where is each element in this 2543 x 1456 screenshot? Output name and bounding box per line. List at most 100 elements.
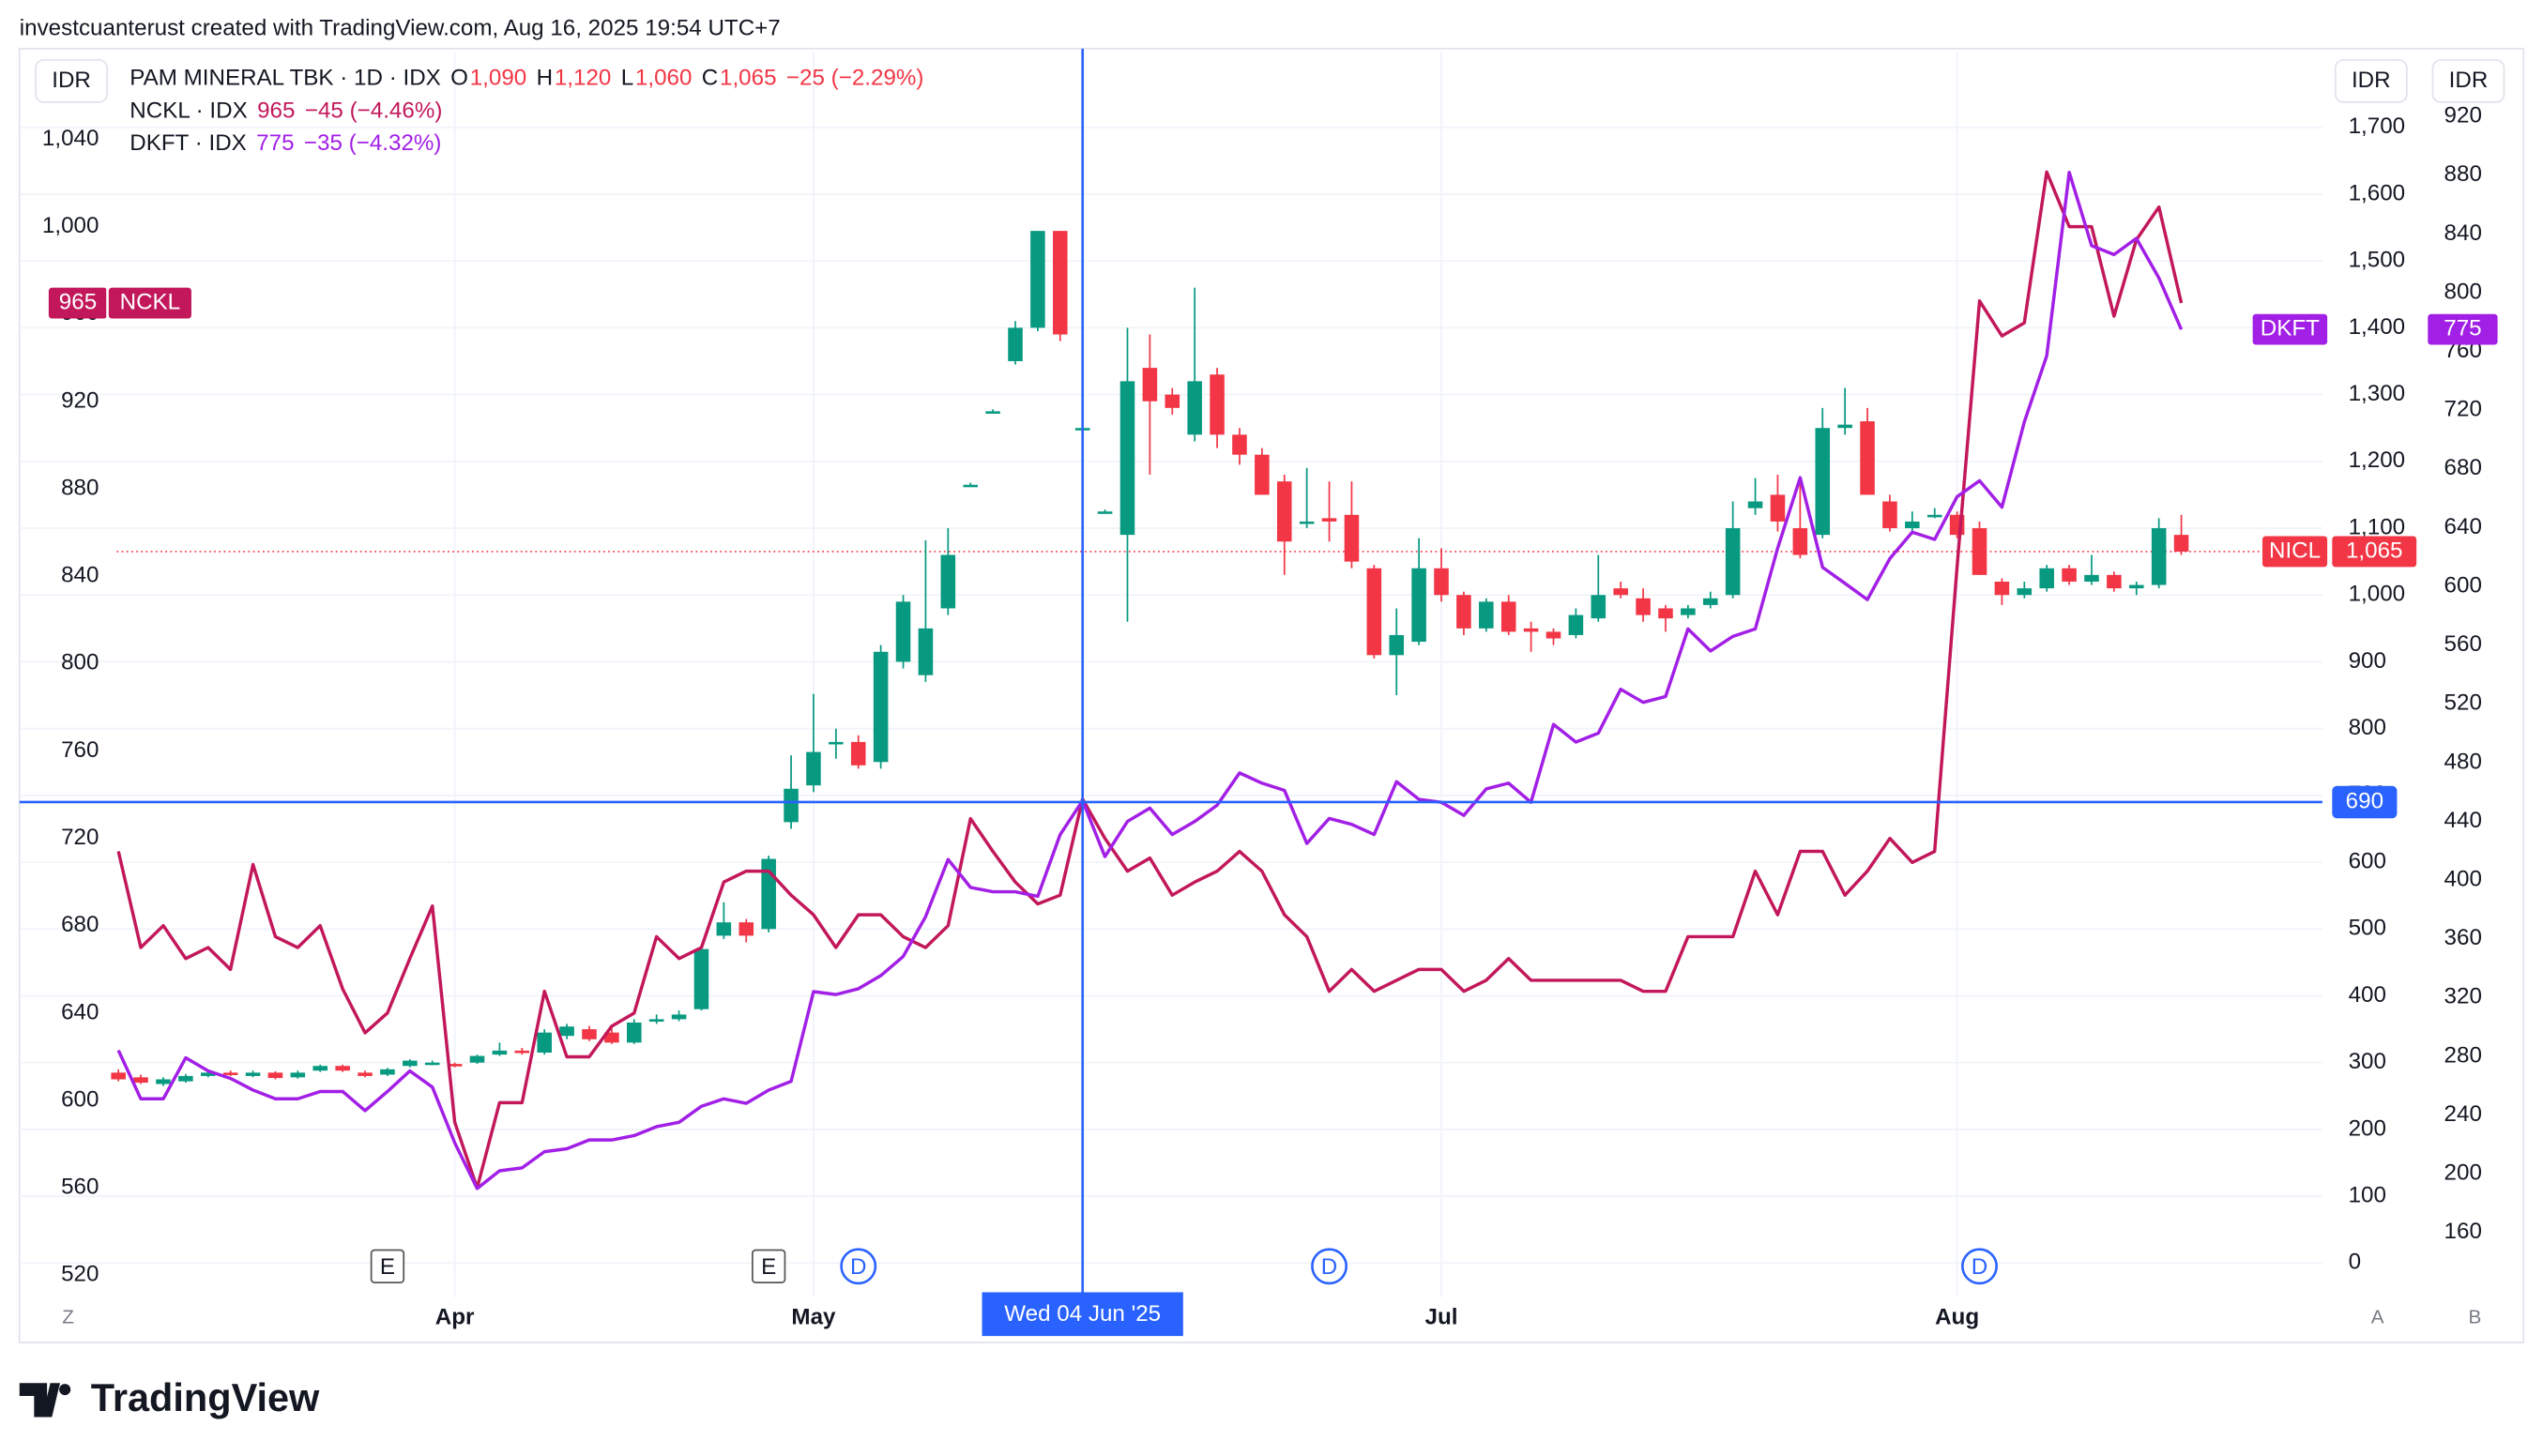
candle-body (963, 484, 978, 488)
legend-item: PAM MINERAL TBK · 1D · IDX (129, 66, 441, 91)
candle-body (1972, 528, 1987, 575)
candle-body (1792, 528, 1808, 555)
candle-body (178, 1075, 193, 1082)
y-tick-label: 1,000 (2349, 582, 2406, 607)
candle-body (1299, 521, 1315, 524)
candle-body (424, 1062, 440, 1066)
candle-body (1053, 231, 1068, 335)
last-price-tag: 775 (2444, 316, 2481, 341)
legend-item: 1,090 (470, 66, 527, 91)
candle-body (1658, 608, 1673, 619)
y2-tick-label: 720 (61, 825, 99, 850)
y-tick-label: 300 (2349, 1049, 2386, 1074)
candle-body (604, 1032, 619, 1043)
candle-body (850, 741, 866, 766)
scale-button[interactable]: A (2371, 1307, 2384, 1328)
legend-item: −25 (−2.29%) (786, 66, 924, 91)
event-marker[interactable] (840, 1248, 877, 1285)
series-tag: NCKL (120, 289, 181, 314)
legend-item: −35 (−4.32%) (304, 130, 442, 156)
candle-body (335, 1066, 350, 1071)
candle-body (873, 651, 889, 763)
y-tick-label: 1,100 (2349, 514, 2406, 539)
y-tick-label: 500 (2349, 916, 2386, 941)
y2-tick-label: 920 (61, 387, 99, 413)
candle-body (1681, 608, 1696, 615)
series-tag: NICL (2269, 538, 2321, 563)
candle-body (1479, 601, 1494, 629)
scale-button[interactable]: B (2468, 1307, 2481, 1328)
event-marker[interactable] (1311, 1248, 1348, 1285)
candle-body (222, 1072, 238, 1075)
candle-body (1255, 454, 1270, 495)
candle-body (1860, 421, 1875, 495)
y3-tick-label: 160 (2444, 1219, 2482, 1244)
y2-tick-label: 1,040 (42, 126, 99, 151)
y-tick-label: 1,500 (2349, 248, 2406, 273)
y3-tick-label: 320 (2444, 984, 2482, 1009)
candle-body (1276, 481, 1292, 542)
series-tag-box (2252, 313, 2328, 345)
candle-body (716, 922, 732, 936)
legend-line: DKFT · IDX 775 −35 (−4.32%) (129, 130, 441, 156)
candle-body (492, 1050, 508, 1055)
legend-item: 1,065 (720, 66, 777, 91)
unit-box (2431, 59, 2505, 103)
y3-tick-label: 600 (2444, 572, 2482, 598)
candle-body (918, 628, 934, 675)
candle-body (1613, 588, 1628, 596)
crosshair-price-label: 690 (2346, 788, 2383, 813)
candle-body (1456, 595, 1471, 629)
y3-tick-label: 520 (2444, 690, 2482, 716)
legend-item: NCKL · IDX (129, 99, 247, 124)
y3-tick-label: 480 (2444, 749, 2482, 774)
legend-line: PAM MINERAL TBK · 1D · IDX O 1,090 H 1,120 L 1… (129, 66, 923, 91)
legend-item: −45 (−4.46%) (305, 99, 443, 124)
event-label[interactable]: E (761, 1254, 776, 1280)
candle-body (1411, 568, 1426, 643)
event-label[interactable]: D (1321, 1254, 1337, 1280)
candle-body (739, 922, 754, 936)
y2-tick-label: 840 (61, 563, 99, 588)
candle-body (693, 948, 709, 1009)
y3-tick-label: 640 (2444, 514, 2482, 539)
candle-body (2017, 588, 2033, 596)
candle-body (1725, 528, 1741, 596)
event-label[interactable]: D (850, 1254, 866, 1280)
event-marker[interactable] (370, 1249, 405, 1283)
legend-line: NCKL · IDX 965 −45 (−4.46%) (129, 99, 442, 124)
chart-frame (18, 47, 2525, 1343)
y2-tick-label: 760 (61, 737, 99, 763)
candle-body (514, 1050, 530, 1054)
y3-tick-label: 920 (2444, 103, 2482, 129)
candle-body (1097, 511, 1113, 514)
candle-body (1546, 631, 1561, 639)
legend-item: 775 (256, 130, 294, 156)
candle-body (1523, 628, 1539, 632)
candle-body (2039, 568, 2054, 589)
logo-icon (19, 1383, 60, 1418)
y3-tick-label: 800 (2444, 279, 2482, 304)
y2-tick-label: 600 (61, 1086, 99, 1112)
y-tick-label: 900 (2349, 648, 2386, 674)
event-label[interactable]: E (380, 1254, 395, 1280)
event-label[interactable]: D (1972, 1254, 1987, 1280)
candle-body (627, 1022, 642, 1043)
event-marker[interactable] (1961, 1248, 1998, 1285)
scale-button[interactable]: Z (62, 1307, 74, 1328)
y2-tick-label: 560 (61, 1175, 99, 1200)
y-tick-label: 400 (2349, 982, 2386, 1008)
x-tick-label: Apr (435, 1304, 475, 1329)
x-tick-label: Jul (1425, 1304, 1458, 1329)
candle-body (1926, 514, 1942, 518)
candle-body (1210, 374, 1225, 435)
candle-body (671, 1014, 687, 1020)
y-tick-label: 1,200 (2349, 447, 2406, 473)
series-tag: DKFT (2261, 316, 2320, 341)
candle-body (1702, 598, 1718, 605)
event-marker[interactable] (752, 1249, 786, 1283)
last-price-tag: 1,065 (2346, 538, 2403, 563)
candle-body (1591, 595, 1607, 619)
y-tick-label: 200 (2349, 1115, 2386, 1141)
